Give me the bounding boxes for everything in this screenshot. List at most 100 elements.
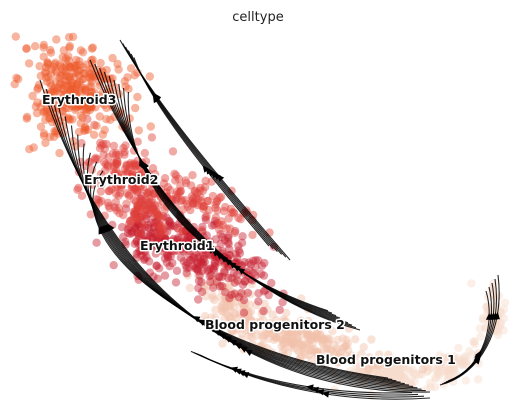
cell-point-erythroid1: [162, 213, 171, 222]
cell-point-erythroid3: [66, 63, 75, 72]
cell-point-blood-progenitors-1: [396, 370, 406, 379]
cell-point-blood-progenitors-2: [242, 322, 251, 332]
cell-point-blood-progenitors-2: [351, 335, 360, 344]
cell-point-erythroid2: [97, 196, 106, 206]
cell-point-blood-progenitors-2: [220, 292, 230, 301]
cell-point-blood-progenitors-2: [347, 355, 357, 364]
cell-point-blood-progenitors-2: [319, 339, 328, 348]
cell-point-erythroid2: [222, 224, 231, 233]
cell-point-erythroid3: [67, 81, 76, 90]
cell-point-blood-progenitors-1: [399, 372, 409, 382]
cell-point-erythroid2: [110, 162, 119, 171]
cell-point-blood-progenitors-2: [335, 351, 344, 360]
cell-points: [10, 32, 510, 399]
cell-point-blood-progenitors-2: [278, 335, 287, 344]
cell-point-erythroid1: [142, 253, 151, 262]
cell-point-erythroid1: [132, 237, 141, 246]
cell-point-blood-progenitors-1: [355, 363, 364, 372]
cell-point-erythroid2: [227, 208, 236, 217]
cell-point-erythroid3: [65, 72, 75, 81]
cell-point-erythroid2: [197, 226, 206, 235]
cell-point-erythroid3: [72, 68, 81, 78]
cell-point-erythroid2: [96, 187, 106, 196]
cell-point-erythroid3: [22, 44, 31, 53]
cell-point-blood-progenitors-2: [225, 305, 235, 314]
cell-point-erythroid2: [133, 187, 142, 196]
cell-point-blood-progenitors-2: [293, 334, 302, 343]
cell-point-blood-progenitors-2: [338, 344, 347, 353]
cell-point-erythroid2: [193, 188, 202, 198]
cell-point-erythroid1: [131, 221, 141, 231]
cell-point-blood-progenitors-1: [378, 364, 388, 374]
cell-point-erythroid3: [65, 97, 74, 106]
cell-point-blood-progenitors-2: [312, 329, 322, 338]
cell-point-blood-progenitors-2: [313, 351, 322, 360]
cell-point-erythroid3: [57, 84, 66, 93]
cell-point-erythroid3: [52, 68, 62, 77]
cell-point-erythroid1: [153, 274, 162, 283]
cell-point-erythroid1: [239, 308, 249, 317]
cell-point-blood-progenitors-2: [280, 344, 289, 354]
cell-point-blood-progenitors-1: [433, 355, 443, 364]
cell-point-blood-progenitors-1: [388, 366, 397, 376]
cell-point-erythroid2: [126, 159, 135, 168]
cell-point-blood-progenitors-2: [235, 289, 245, 299]
cell-point-erythroid3: [80, 84, 90, 93]
cell-point-erythroid1: [259, 271, 269, 280]
cell-point-blood-progenitors-2: [194, 271, 203, 280]
cell-point-erythroid2: [140, 201, 150, 210]
label-erythroid1: Erythroid1: [140, 238, 214, 253]
cell-point-blood-progenitors-1: [458, 356, 468, 366]
cell-point-blood-progenitors-2: [337, 353, 347, 363]
cell-point-erythroid1: [243, 288, 253, 297]
cell-point-blood-progenitors-1: [394, 366, 403, 375]
cell-point-blood-progenitors-2: [218, 286, 227, 296]
cell-point-blood-progenitors-1: [417, 370, 427, 379]
cell-point-erythroid3: [64, 98, 73, 108]
cell-point-erythroid3: [78, 48, 88, 57]
cell-point-erythroid3: [70, 63, 80, 72]
cell-point-blood-progenitors-2: [280, 334, 289, 343]
cell-point-erythroid1: [260, 258, 269, 268]
cell-point-blood-progenitors-2: [323, 344, 332, 353]
cell-point-erythroid2: [114, 169, 123, 179]
cell-point-blood-progenitors-1: [396, 371, 406, 381]
cell-point-erythroid1: [154, 223, 163, 232]
cell-point-blood-progenitors-2: [316, 331, 325, 340]
cell-point-erythroid3: [75, 95, 84, 105]
cell-point-erythroid2: [117, 181, 126, 190]
streamline: [92, 170, 389, 379]
cell-point-erythroid1: [127, 228, 136, 237]
cell-point-blood-progenitors-1: [370, 359, 379, 369]
cell-point-erythroid1: [136, 198, 145, 208]
cell-point-blood-progenitors-2: [316, 330, 325, 339]
cell-point-erythroid3: [24, 59, 34, 68]
cell-point-blood-progenitors-2: [210, 296, 219, 305]
cell-point-erythroid1: [144, 257, 154, 266]
cell-point-blood-progenitors-2: [310, 348, 320, 357]
cell-point-blood-progenitors-2: [244, 331, 253, 341]
cell-point-blood-progenitors-2: [308, 338, 317, 348]
cell-point-blood-progenitors-1: [389, 371, 399, 380]
cell-point-erythroid3: [76, 111, 85, 121]
cell-point-erythroid3: [46, 45, 55, 55]
cell-point-erythroid1: [123, 228, 133, 237]
cell-point-blood-progenitors-1: [373, 363, 383, 372]
cell-point-blood-progenitors-2: [252, 300, 261, 310]
cell-point-erythroid3: [90, 72, 99, 81]
cell-point-blood-progenitors-1: [390, 372, 399, 381]
cell-point-erythroid2: [217, 192, 226, 202]
cell-point-blood-progenitors-1: [358, 366, 367, 376]
cell-point-erythroid3: [85, 92, 94, 102]
cell-point-erythroid2: [93, 155, 102, 164]
cell-point-erythroid1: [142, 235, 152, 244]
cell-point-erythroid1: [210, 262, 219, 271]
cell-point-erythroid3: [78, 74, 88, 84]
cell-point-erythroid1: [264, 290, 273, 300]
cell-point-blood-progenitors-1: [499, 326, 508, 335]
cell-point-blood-progenitors-2: [225, 297, 234, 306]
cell-point-erythroid2: [116, 183, 126, 192]
cell-point-erythroid2: [138, 183, 148, 192]
cell-point-erythroid1: [149, 228, 158, 237]
